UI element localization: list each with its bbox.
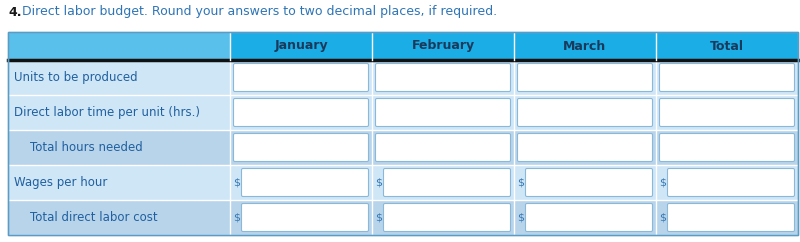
Text: Total direct labor cost: Total direct labor cost bbox=[30, 211, 158, 224]
FancyBboxPatch shape bbox=[242, 204, 369, 232]
FancyBboxPatch shape bbox=[518, 63, 653, 91]
Text: $: $ bbox=[659, 212, 666, 222]
Text: $: $ bbox=[375, 212, 382, 222]
Bar bbox=[230, 32, 372, 60]
FancyBboxPatch shape bbox=[659, 98, 794, 127]
FancyBboxPatch shape bbox=[383, 168, 510, 197]
FancyBboxPatch shape bbox=[234, 134, 369, 161]
FancyBboxPatch shape bbox=[518, 134, 653, 161]
FancyBboxPatch shape bbox=[659, 63, 794, 91]
Bar bbox=[514, 32, 656, 60]
Text: March: March bbox=[563, 39, 606, 53]
FancyBboxPatch shape bbox=[667, 204, 794, 232]
FancyBboxPatch shape bbox=[242, 168, 369, 197]
Text: Total: Total bbox=[710, 39, 744, 53]
FancyBboxPatch shape bbox=[375, 134, 510, 161]
Bar bbox=[8, 95, 798, 130]
Text: $: $ bbox=[659, 177, 666, 188]
Text: $: $ bbox=[517, 177, 524, 188]
FancyBboxPatch shape bbox=[234, 98, 369, 127]
Bar bbox=[372, 32, 514, 60]
Bar bbox=[8, 32, 798, 235]
Text: $: $ bbox=[375, 177, 382, 188]
Bar bbox=[8, 60, 798, 95]
Text: February: February bbox=[411, 39, 474, 53]
Text: 4.: 4. bbox=[8, 6, 22, 18]
FancyBboxPatch shape bbox=[667, 168, 794, 197]
FancyBboxPatch shape bbox=[383, 204, 510, 232]
Text: Direct labor budget. Round your answers to two decimal places, if required.: Direct labor budget. Round your answers … bbox=[22, 6, 497, 18]
Bar bbox=[8, 32, 798, 235]
Text: $: $ bbox=[233, 212, 240, 222]
Text: January: January bbox=[274, 39, 328, 53]
Text: $: $ bbox=[233, 177, 240, 188]
Bar bbox=[656, 32, 798, 60]
Bar bbox=[8, 32, 230, 60]
FancyBboxPatch shape bbox=[518, 98, 653, 127]
FancyBboxPatch shape bbox=[526, 204, 653, 232]
Bar bbox=[8, 200, 798, 235]
Text: $: $ bbox=[517, 212, 524, 222]
FancyBboxPatch shape bbox=[659, 134, 794, 161]
FancyBboxPatch shape bbox=[526, 168, 653, 197]
Text: Units to be produced: Units to be produced bbox=[14, 71, 138, 84]
FancyBboxPatch shape bbox=[375, 63, 510, 91]
FancyBboxPatch shape bbox=[375, 98, 510, 127]
Bar bbox=[8, 165, 798, 200]
FancyBboxPatch shape bbox=[234, 63, 369, 91]
Text: Total hours needed: Total hours needed bbox=[30, 141, 142, 154]
Text: Wages per hour: Wages per hour bbox=[14, 176, 107, 189]
Text: Direct labor time per unit (hrs.): Direct labor time per unit (hrs.) bbox=[14, 106, 200, 119]
Bar bbox=[8, 130, 798, 165]
